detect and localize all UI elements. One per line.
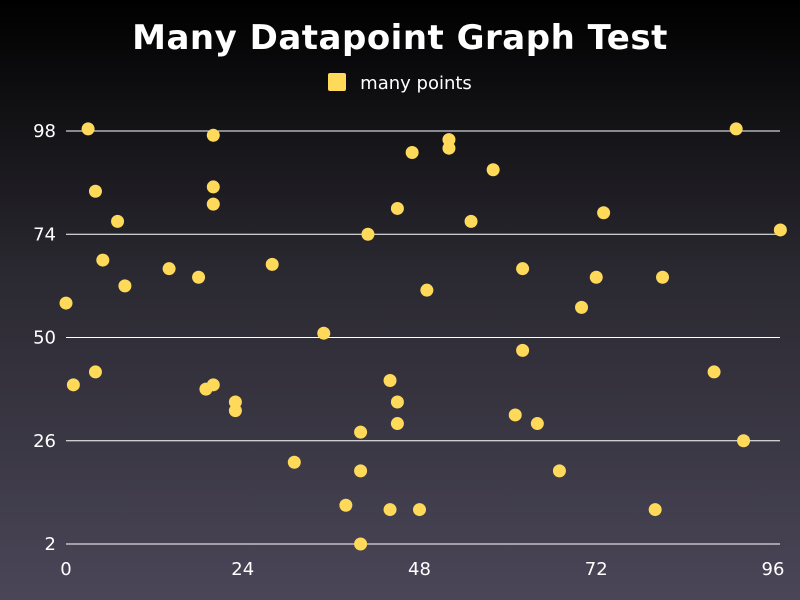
- x-tick-label: 0: [60, 559, 71, 580]
- data-point: [486, 163, 500, 177]
- data-point: [729, 122, 743, 136]
- data-point: [206, 378, 220, 392]
- data-point: [111, 214, 125, 228]
- data-point: [265, 257, 279, 271]
- y-tick-label: 50: [33, 328, 56, 349]
- data-point: [516, 343, 530, 357]
- y-tick-label: 98: [33, 121, 56, 142]
- data-point: [228, 404, 242, 418]
- data-point: [317, 326, 331, 340]
- data-point: [707, 365, 721, 379]
- data-point: [508, 408, 522, 422]
- data-point: [59, 296, 73, 310]
- legend-label: many points: [360, 73, 472, 94]
- data-point: [464, 214, 478, 228]
- data-point: [354, 464, 368, 478]
- data-point: [575, 300, 589, 314]
- y-tick-label: 74: [33, 224, 56, 245]
- data-point: [192, 270, 206, 284]
- data-point: [530, 417, 544, 431]
- x-tick-label: 24: [231, 559, 254, 580]
- data-point: [383, 374, 397, 388]
- data-point: [589, 270, 603, 284]
- data-point: [390, 395, 404, 409]
- data-point: [66, 378, 80, 392]
- data-point: [597, 206, 611, 220]
- data-point: [552, 464, 566, 478]
- data-point: [773, 223, 787, 237]
- data-point: [81, 122, 95, 136]
- data-point: [656, 270, 670, 284]
- data-point: [339, 498, 353, 512]
- data-point: [206, 180, 220, 194]
- x-tick-label: 48: [408, 559, 431, 580]
- data-point: [405, 146, 419, 160]
- data-point: [383, 503, 397, 517]
- data-point: [354, 425, 368, 439]
- data-point: [361, 227, 375, 241]
- data-point: [118, 279, 132, 293]
- data-point: [206, 128, 220, 142]
- data-point: [287, 455, 301, 469]
- data-point: [88, 365, 102, 379]
- x-tick-label: 72: [585, 559, 608, 580]
- data-point: [390, 201, 404, 215]
- y-tick-label: 26: [33, 431, 56, 452]
- data-point: [354, 537, 368, 551]
- data-point: [206, 197, 220, 211]
- data-point: [162, 262, 176, 276]
- data-point: [413, 503, 426, 517]
- data-point: [516, 262, 530, 276]
- data-point: [737, 434, 751, 448]
- data-point: [88, 184, 102, 198]
- data-point: [442, 141, 456, 155]
- data-point: [390, 417, 404, 431]
- data-point: [648, 503, 662, 517]
- chart-title: Many Datapoint Graph Test: [132, 18, 668, 58]
- data-point: [96, 253, 110, 267]
- y-tick-label: 2: [45, 534, 56, 555]
- x-tick-label: 96: [762, 559, 785, 580]
- legend-swatch: [328, 73, 347, 91]
- data-point: [420, 283, 434, 297]
- legend: many points: [0, 73, 800, 94]
